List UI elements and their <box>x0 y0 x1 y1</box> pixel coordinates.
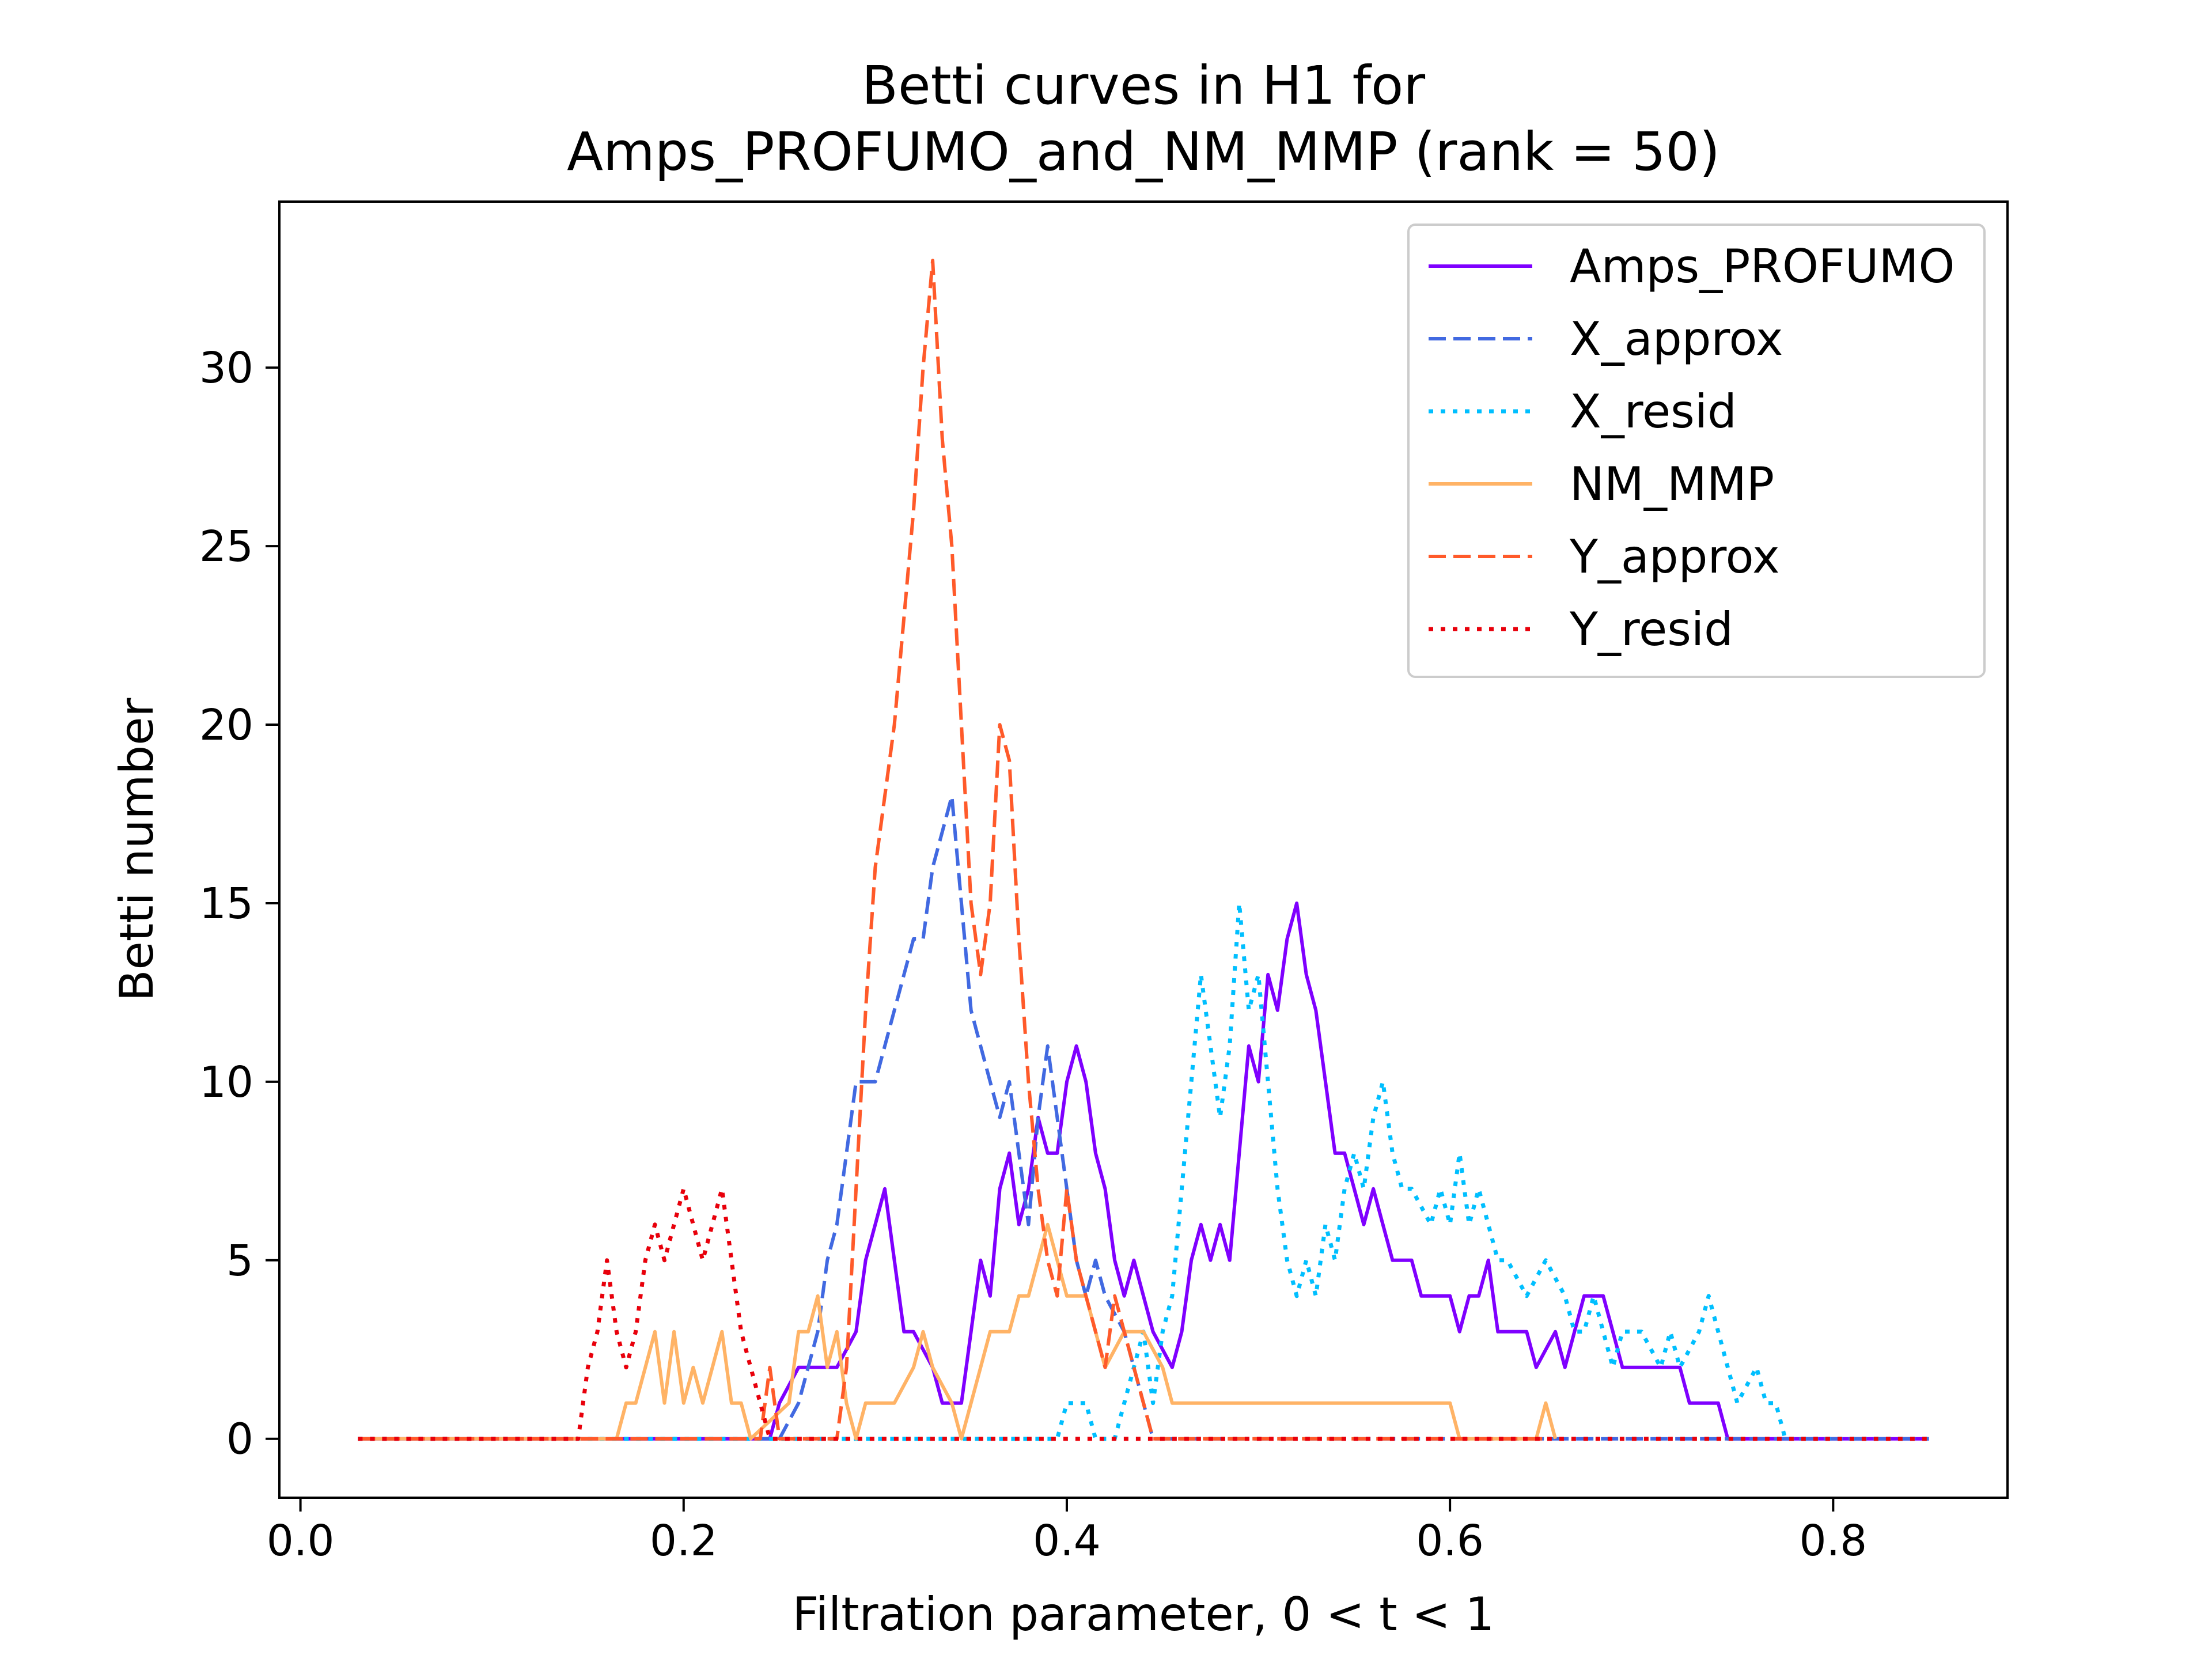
x-tick-label: 0.6 <box>1416 1516 1484 1566</box>
x-axis-ticks: 0.0 0.2 0.4 0.6 0.8 <box>267 1498 1867 1566</box>
x-tick-label: 0.0 <box>267 1516 335 1566</box>
y-tick-label: 10 <box>199 1058 253 1107</box>
series-layer <box>358 259 1929 1441</box>
y-tick-label: 15 <box>199 879 253 929</box>
legend-label: NM_MMP <box>1570 457 1774 511</box>
series-line-y-approx <box>358 259 1546 1441</box>
series-line-nm-mmp <box>358 1222 1557 1441</box>
chart-subtitle: Amps_PROFUMO_and_NM_MMP (rank = 50) <box>567 121 1720 183</box>
x-tick-label: 0.4 <box>1033 1516 1101 1566</box>
y-tick-label: 30 <box>199 343 253 393</box>
series-line-amps-profumo <box>358 902 1929 1441</box>
x-tick-label: 0.2 <box>650 1516 718 1566</box>
y-axis-ticks: 0 5 10 15 20 25 30 <box>199 343 279 1464</box>
y-axis-label: Betti number <box>110 698 164 1002</box>
legend-label: Y_approx <box>1569 530 1779 584</box>
legend-label: Amps_PROFUMO <box>1570 240 1955 293</box>
y-tick-label: 5 <box>226 1236 253 1286</box>
series-line-y-resid <box>358 1187 1929 1441</box>
y-tick-label: 0 <box>226 1415 253 1464</box>
chart-title: Betti curves in H1 for <box>862 55 1425 116</box>
series-line-x-resid <box>358 901 1929 1441</box>
x-tick-label: 0.8 <box>1799 1516 1867 1566</box>
legend-box <box>1407 224 1986 678</box>
legend-label: X_resid <box>1570 385 1737 438</box>
y-tick-label: 20 <box>199 700 253 750</box>
legend-label: Y_resid <box>1569 603 1733 656</box>
series-line-x-approx <box>358 794 1929 1441</box>
x-axis-label: Filtration parameter, 0 < t < 1 <box>793 1588 1495 1641</box>
plot-frame <box>278 200 2009 1499</box>
y-tick-label: 25 <box>199 522 253 571</box>
legend: Amps_PROFUMO X_approx X_resid NM_MMP Y_appro… <box>1407 224 1986 678</box>
legend-label: X_approx <box>1570 312 1783 366</box>
